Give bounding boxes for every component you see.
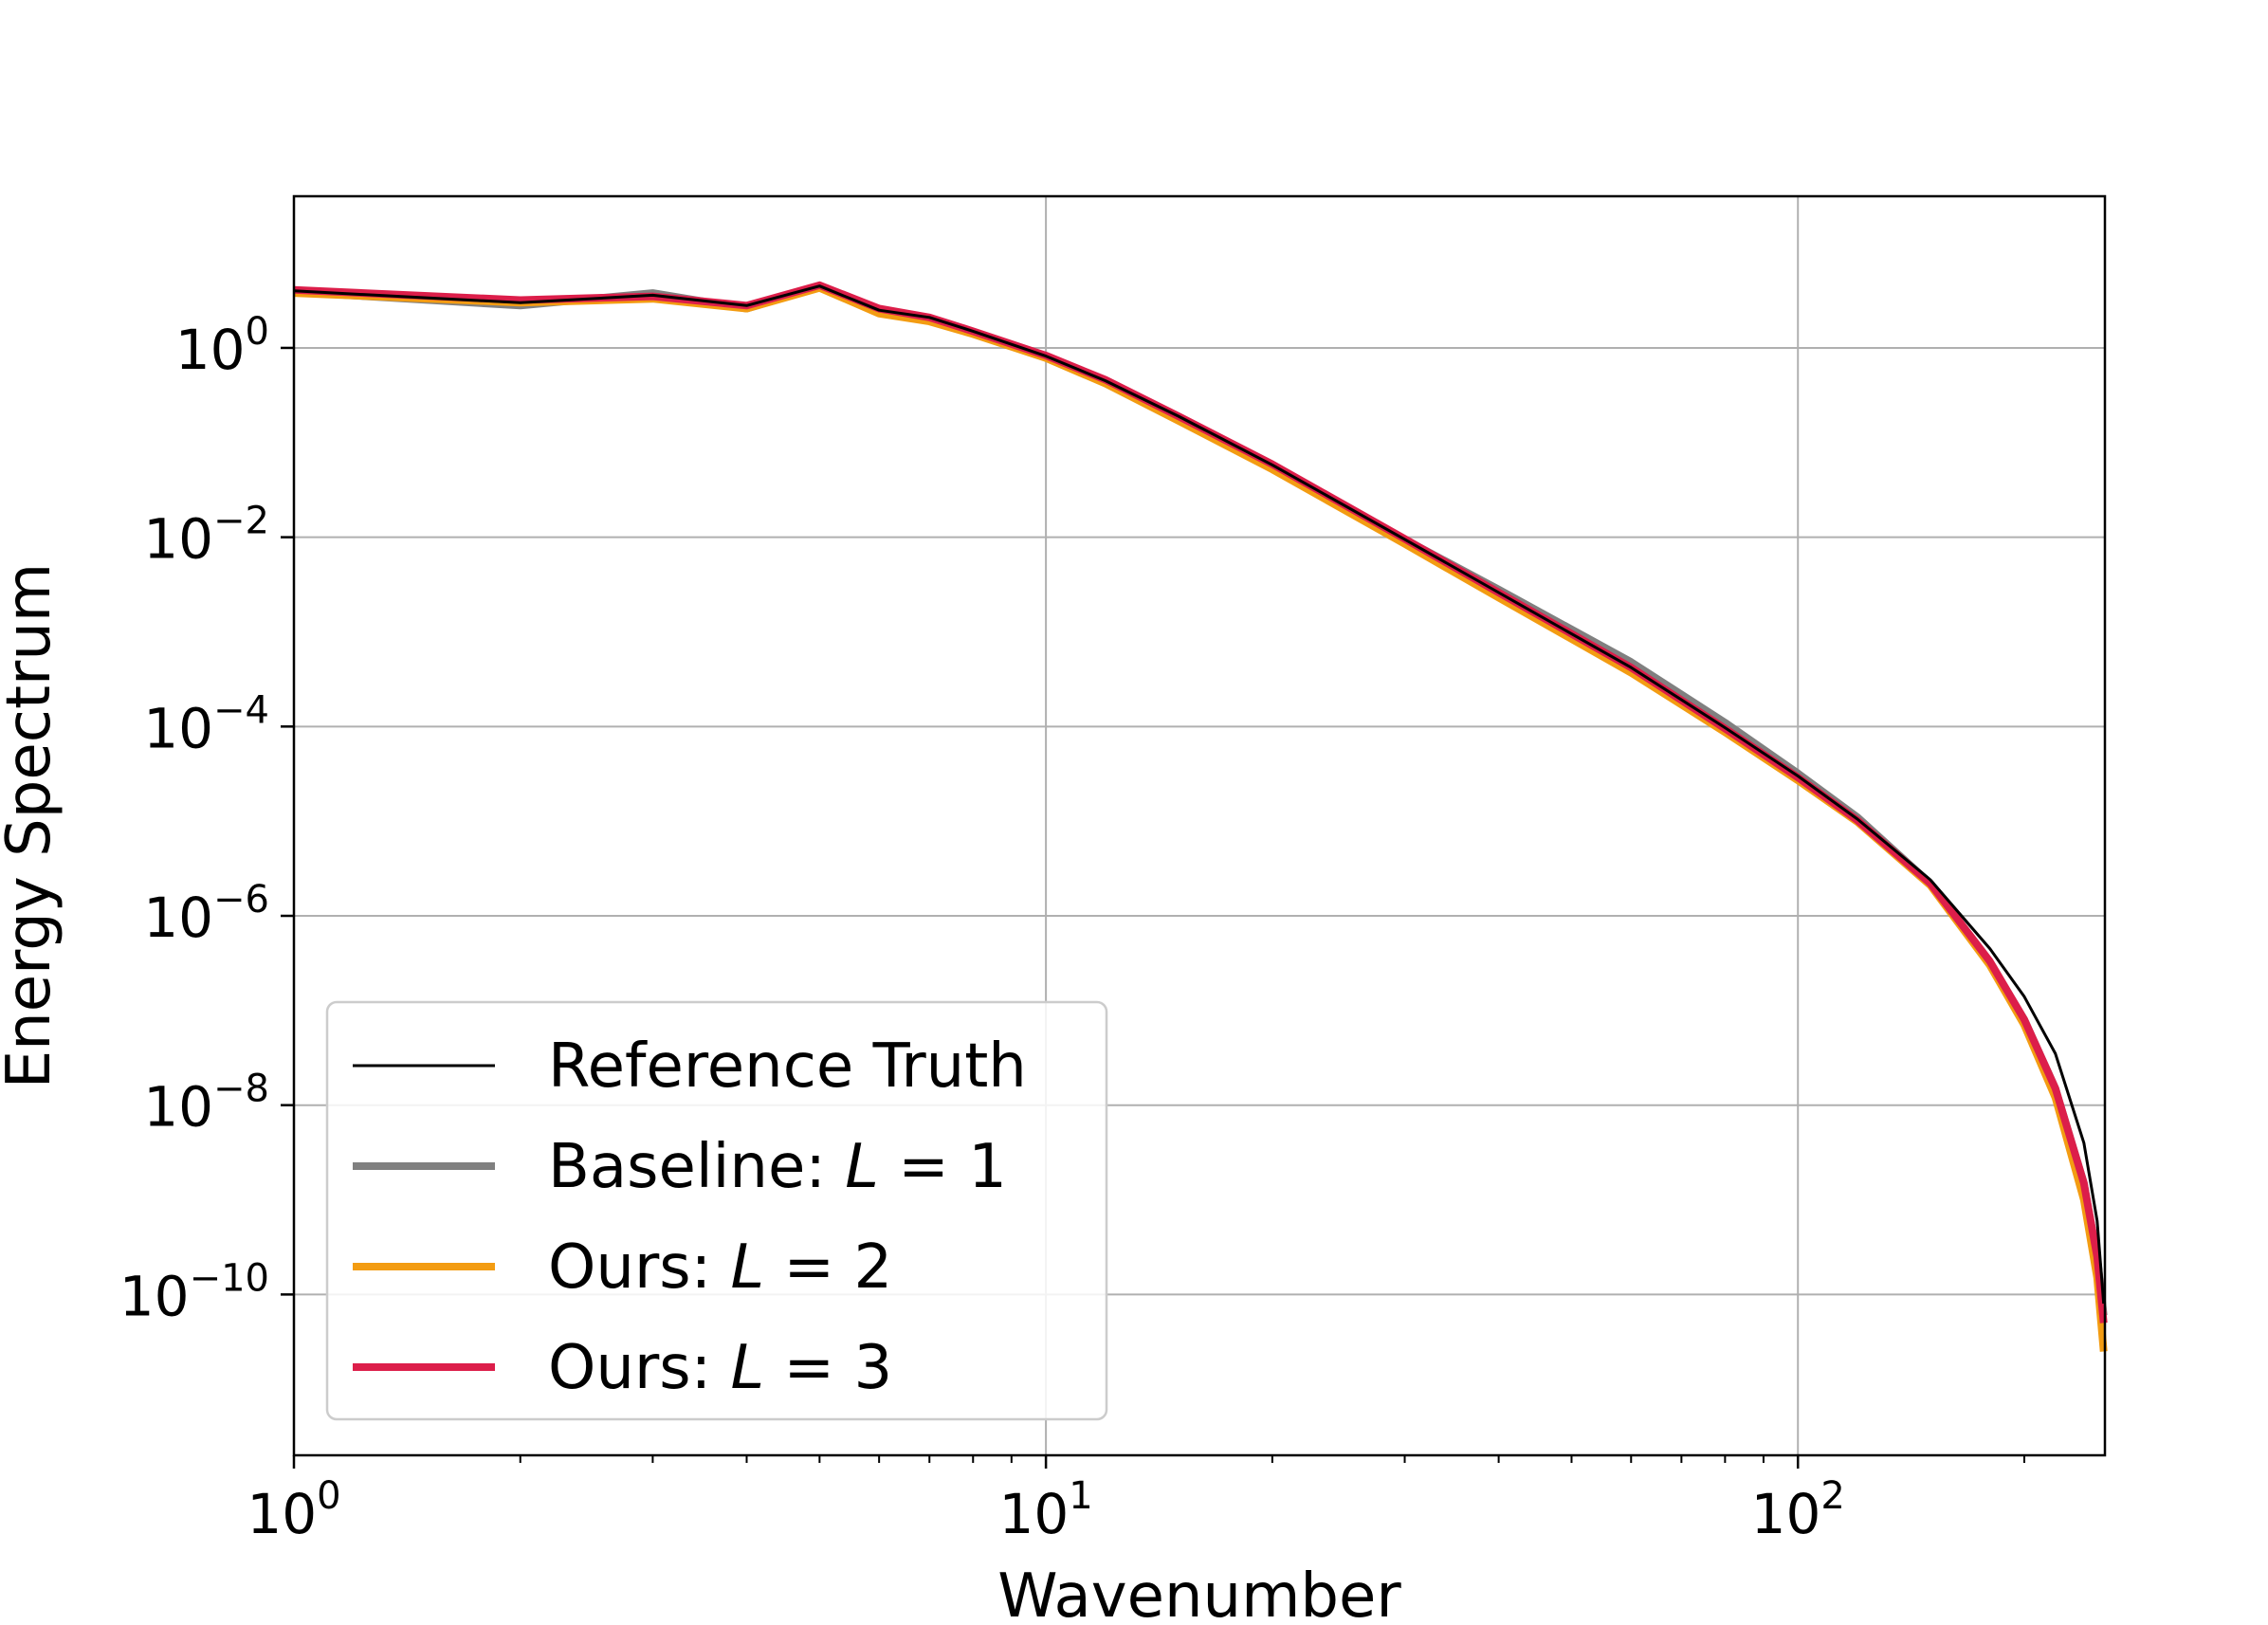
y-tick-base: 10 [175,318,246,382]
legend-label-variable: L [731,1232,765,1303]
y-tick-exponent: −8 [213,1068,269,1111]
legend-label-3: Ours: L = 3 [548,1333,892,1403]
legend: Reference Truth Baseline: L = 1 Ours: L = … [325,1000,1108,1421]
y-tick-label: 10−2 [143,500,269,572]
y-tick-base: 10 [143,886,213,950]
y-axis-label: Energy Spectrum [0,563,64,1089]
y-tick-exponent: −4 [213,688,269,732]
y-tick-label: 10−6 [143,878,269,950]
y-tick-base: 10 [143,696,213,760]
x-tick-base: 10 [1751,1482,1821,1546]
series-line-0 [293,284,2106,1305]
x-tick-label: 101 [998,1474,1092,1546]
y-tick-label: 10−4 [143,688,269,760]
x-tick-label: 102 [1751,1474,1845,1546]
y-tick-exponent: 0 [246,310,269,354]
legend-label-value: = 2 [764,1232,892,1303]
legend-label-text: Ours: [548,1232,731,1303]
y-tick-base: 10 [119,1264,190,1328]
x-tick-base: 10 [998,1482,1069,1546]
y-tick-exponent: −2 [213,500,269,543]
y-tick-label: 10−8 [143,1068,269,1140]
y-tick-exponent: −6 [213,878,269,922]
legend-label-0: Reference Truth [548,1032,1027,1102]
x-tick-exponent: 2 [1820,1474,1844,1518]
legend-label-text: Reference Truth [548,1032,1027,1102]
legend-label-value: = 3 [764,1333,892,1403]
y-tick-label: 100 [175,310,269,382]
y-tick-base: 10 [143,507,213,572]
x-tick-label: 100 [247,1474,340,1546]
legend-label-variable: L [845,1132,879,1202]
x-tick-labels: 100 101 102 [247,1474,1844,1546]
y-tick-base: 10 [143,1075,213,1140]
series-lines [293,281,2108,1352]
legend-box [325,1000,1108,1421]
legend-label-1: Baseline: L = 1 [548,1132,1007,1202]
y-tick-exponent: −10 [190,1256,269,1300]
major-ticks [281,346,1800,1469]
x-tick-exponent: 1 [1069,1474,1092,1518]
x-tick-base: 10 [247,1482,317,1546]
legend-label-2: Ours: L = 2 [548,1232,892,1303]
legend-label-text: Baseline: [548,1132,845,1202]
minor-ticks [519,1455,2025,1463]
legend-label-variable: L [731,1333,765,1403]
legend-label-text: Ours: [548,1333,731,1403]
plot-frame [292,194,2107,1457]
y-tick-label: 10−10 [119,1256,269,1328]
x-tick-exponent: 0 [317,1474,340,1518]
x-axis-label: Wavenumber [997,1561,1401,1625]
legend-label-value: = 1 [879,1132,1007,1202]
